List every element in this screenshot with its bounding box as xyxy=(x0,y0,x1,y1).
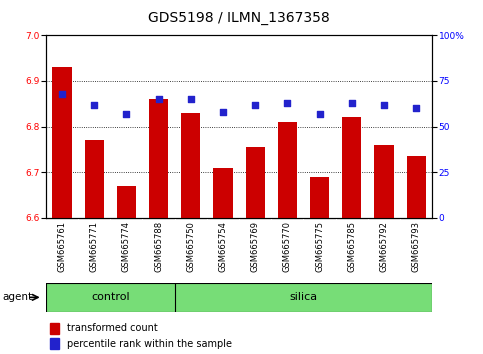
Point xyxy=(123,111,130,116)
Bar xyxy=(46,283,175,312)
Bar xyxy=(181,113,200,218)
Point xyxy=(251,102,259,108)
Bar xyxy=(407,156,426,218)
Point xyxy=(316,111,324,116)
Text: GSM665771: GSM665771 xyxy=(90,221,99,272)
Bar xyxy=(50,324,59,334)
Bar xyxy=(278,122,297,218)
Point xyxy=(155,96,162,102)
Bar xyxy=(245,147,265,218)
Text: GSM665785: GSM665785 xyxy=(347,221,356,272)
Point xyxy=(412,105,420,111)
Bar xyxy=(52,67,71,218)
Text: GDS5198 / ILMN_1367358: GDS5198 / ILMN_1367358 xyxy=(148,11,330,25)
Bar xyxy=(117,186,136,218)
Bar xyxy=(149,99,168,218)
Text: GSM665788: GSM665788 xyxy=(154,221,163,272)
Text: control: control xyxy=(91,292,129,302)
Point xyxy=(380,102,388,108)
Text: GSM665754: GSM665754 xyxy=(218,221,227,272)
Text: GSM665761: GSM665761 xyxy=(57,221,67,272)
Text: agent: agent xyxy=(2,292,32,302)
Point xyxy=(187,96,195,102)
Bar xyxy=(50,338,59,349)
Point xyxy=(348,100,355,106)
Bar xyxy=(213,167,233,218)
Text: GSM665750: GSM665750 xyxy=(186,221,195,272)
Bar xyxy=(85,140,104,218)
Point xyxy=(58,91,66,97)
Point xyxy=(219,109,227,115)
Text: GSM665774: GSM665774 xyxy=(122,221,131,272)
Bar xyxy=(175,283,432,312)
Text: GSM665770: GSM665770 xyxy=(283,221,292,272)
Text: percentile rank within the sample: percentile rank within the sample xyxy=(67,339,232,349)
Text: GSM665775: GSM665775 xyxy=(315,221,324,272)
Point xyxy=(284,100,291,106)
Text: transformed count: transformed count xyxy=(67,324,158,333)
Bar xyxy=(310,177,329,218)
Text: GSM665792: GSM665792 xyxy=(380,221,388,272)
Text: silica: silica xyxy=(289,292,317,302)
Bar xyxy=(342,118,361,218)
Text: GSM665793: GSM665793 xyxy=(412,221,421,272)
Point xyxy=(90,102,98,108)
Text: GSM665769: GSM665769 xyxy=(251,221,260,272)
Bar xyxy=(374,145,394,218)
